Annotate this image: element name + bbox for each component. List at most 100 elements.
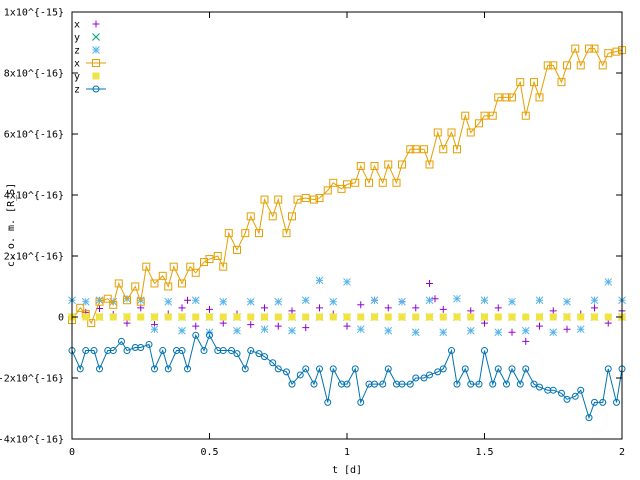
y-tick-label: -2x10^{-16} <box>0 374 64 385</box>
legend-marker <box>92 85 100 93</box>
data-point <box>76 365 84 373</box>
data-point <box>453 313 461 321</box>
data-point <box>184 296 191 304</box>
data-point <box>503 380 510 388</box>
data-point <box>392 178 401 187</box>
data-point <box>522 313 530 321</box>
data-point <box>481 313 488 321</box>
data-point <box>164 297 173 306</box>
data-point <box>481 319 488 327</box>
data-point <box>343 313 351 321</box>
legend-label: z <box>74 46 80 57</box>
data-point <box>316 304 323 312</box>
series-4-x <box>68 44 626 328</box>
data-point <box>434 368 442 376</box>
data-point <box>563 395 571 403</box>
data-point <box>219 347 227 355</box>
data-point <box>178 279 186 288</box>
data-point <box>549 61 558 70</box>
data-point <box>371 380 378 388</box>
data-point <box>535 296 544 305</box>
data-point <box>169 262 178 271</box>
legend-label: z <box>74 85 80 96</box>
data-point <box>261 304 268 312</box>
data-point <box>323 186 332 195</box>
data-point <box>288 380 296 388</box>
data-point <box>439 313 447 321</box>
data-point <box>398 297 406 306</box>
data-point <box>466 128 475 137</box>
legend-marker <box>92 33 100 41</box>
data-point <box>219 319 227 327</box>
data-point <box>357 398 365 406</box>
data-point <box>329 297 338 306</box>
data-point <box>516 78 525 87</box>
data-point <box>269 359 277 367</box>
data-point <box>508 297 516 306</box>
data-point <box>398 160 406 169</box>
data-point <box>420 374 428 382</box>
data-point <box>613 398 620 406</box>
data-point <box>494 365 502 373</box>
data-point <box>494 328 503 337</box>
data-point <box>398 380 406 388</box>
data-point <box>103 294 112 303</box>
data-point <box>411 328 420 337</box>
data-point <box>356 325 365 334</box>
data-point <box>585 44 593 53</box>
data-point <box>433 128 442 137</box>
data-point <box>191 296 200 305</box>
data-point <box>453 380 461 388</box>
data-point <box>604 49 613 58</box>
data-point <box>599 398 607 406</box>
data-point <box>329 178 338 187</box>
data-point <box>604 278 613 286</box>
data-point <box>82 347 90 355</box>
x-tick-label: 1 <box>344 447 350 458</box>
data-point <box>577 386 585 394</box>
data-point <box>426 279 433 287</box>
data-point <box>301 296 310 305</box>
data-point <box>87 319 96 328</box>
data-point <box>431 295 439 303</box>
data-point <box>142 262 151 271</box>
data-point <box>604 313 612 321</box>
data-point <box>118 337 125 345</box>
data-point <box>343 180 351 189</box>
data-point <box>406 380 414 388</box>
data-point <box>178 304 186 312</box>
data-point <box>136 297 145 306</box>
data-point <box>82 313 90 321</box>
data-point <box>549 313 557 321</box>
data-point <box>324 398 332 406</box>
data-point <box>293 195 302 204</box>
data-point <box>522 365 530 373</box>
data-point <box>384 304 392 312</box>
x-axis-label: t [d] <box>332 465 362 476</box>
data-point <box>571 392 579 400</box>
data-point <box>310 380 318 388</box>
data-point <box>563 313 571 321</box>
data-point <box>549 307 557 315</box>
data-point <box>90 347 98 355</box>
data-point <box>598 61 607 70</box>
data-point <box>489 380 497 388</box>
data-point <box>475 119 483 128</box>
data-point <box>260 325 269 334</box>
data-point <box>461 365 469 373</box>
legend-label: x <box>74 59 80 70</box>
data-point <box>494 93 503 102</box>
data-point <box>412 374 420 382</box>
data-point <box>192 322 200 330</box>
data-point <box>439 328 448 337</box>
data-point <box>521 326 530 335</box>
data-point <box>591 313 598 321</box>
data-point <box>365 178 373 187</box>
data-point <box>571 44 580 53</box>
data-point <box>530 78 538 87</box>
data-point <box>508 365 516 373</box>
data-point <box>426 313 433 321</box>
y-tick-label: 2x10^{-16} <box>4 252 64 263</box>
data-point <box>351 178 360 187</box>
